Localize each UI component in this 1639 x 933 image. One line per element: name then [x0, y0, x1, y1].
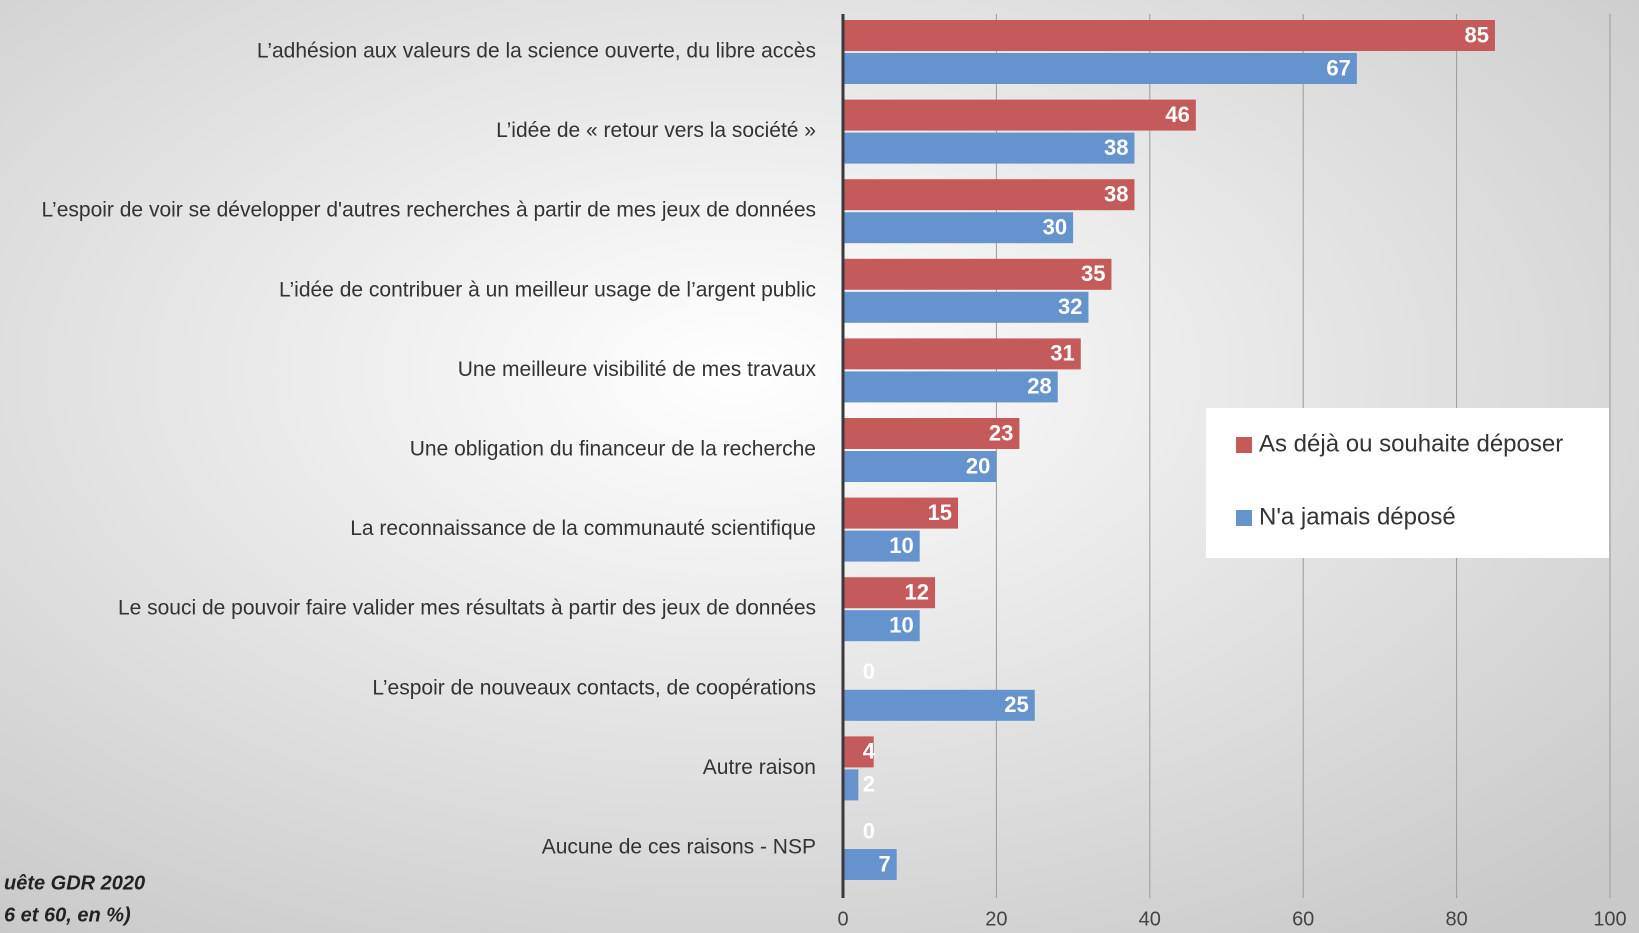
data-label: 12 — [905, 580, 929, 605]
bar — [843, 338, 1081, 370]
category-label: L’espoir de nouveaux contacts, de coopér… — [372, 676, 816, 699]
bar — [843, 179, 1135, 211]
bar — [843, 212, 1074, 244]
category-label: La reconnaissance de la communauté scien… — [350, 517, 816, 540]
data-label: 38 — [1104, 135, 1128, 160]
x-tick-label: 100 — [1593, 908, 1626, 930]
data-label: 25 — [1004, 692, 1028, 717]
bar — [843, 53, 1357, 84]
data-label: 85 — [1464, 22, 1488, 47]
bar — [843, 99, 1196, 131]
data-label: 31 — [1050, 341, 1074, 366]
source-note: 6 et 60, en %) — [4, 904, 131, 926]
bar — [843, 371, 1058, 403]
legend-box — [1206, 408, 1609, 558]
data-label: 35 — [1081, 261, 1105, 286]
legend-swatch — [1236, 437, 1252, 453]
data-label: 0 — [863, 659, 875, 684]
bar — [843, 736, 874, 768]
bar — [843, 418, 1020, 449]
legend-swatch — [1236, 510, 1252, 526]
category-label: Autre raison — [703, 756, 816, 779]
data-label: 10 — [889, 533, 913, 558]
legend-label: N'a jamais déposé — [1259, 503, 1456, 530]
bar — [843, 291, 1089, 323]
bar — [843, 497, 959, 529]
data-label: 2 — [863, 772, 875, 797]
data-label: 7 — [878, 851, 890, 876]
x-tick-label: 80 — [1445, 908, 1467, 930]
source-note: uête GDR 2020 — [4, 872, 145, 894]
data-label: 20 — [966, 453, 990, 478]
x-tick-label: 60 — [1292, 908, 1314, 930]
data-label: 30 — [1043, 215, 1067, 240]
data-label: 10 — [889, 613, 913, 638]
data-label: 46 — [1165, 102, 1189, 127]
category-label: L’adhésion aux valeurs de la science ouv… — [257, 40, 816, 63]
data-label: 38 — [1104, 182, 1128, 207]
bar — [843, 132, 1135, 164]
x-tick-label: 0 — [837, 908, 848, 930]
data-label: 4 — [863, 739, 876, 764]
x-tick-label: 40 — [1139, 908, 1161, 930]
data-label: 67 — [1326, 55, 1350, 80]
category-label: L’espoir de voir se développer d'autres … — [42, 199, 816, 222]
category-label: L’idée de contribuer à un meilleur usage… — [279, 278, 816, 301]
data-label: 0 — [863, 818, 875, 843]
x-tick-label: 20 — [985, 908, 1007, 930]
category-label: Aucune de ces raisons - NSP — [542, 836, 816, 859]
data-label: 28 — [1027, 374, 1051, 399]
legend-label: As déjà ou souhaite déposer — [1259, 430, 1563, 457]
bar — [843, 849, 897, 880]
data-label: 32 — [1058, 294, 1082, 319]
bar — [843, 530, 920, 562]
bar — [843, 689, 1035, 721]
bar — [843, 258, 1112, 290]
category-label: L’idée de « retour vers la société » — [496, 119, 816, 142]
bar — [843, 20, 1495, 51]
bar — [843, 577, 936, 609]
category-label: Une meilleure visibilité de mes travaux — [458, 358, 817, 381]
data-label: 15 — [928, 500, 952, 525]
category-label: Une obligation du financeur de la recher… — [410, 438, 816, 461]
bar — [843, 769, 859, 801]
bar — [843, 451, 997, 482]
bar — [843, 610, 920, 642]
data-label: 23 — [989, 420, 1013, 445]
category-label: Le souci de pouvoir faire valider mes ré… — [118, 597, 816, 620]
